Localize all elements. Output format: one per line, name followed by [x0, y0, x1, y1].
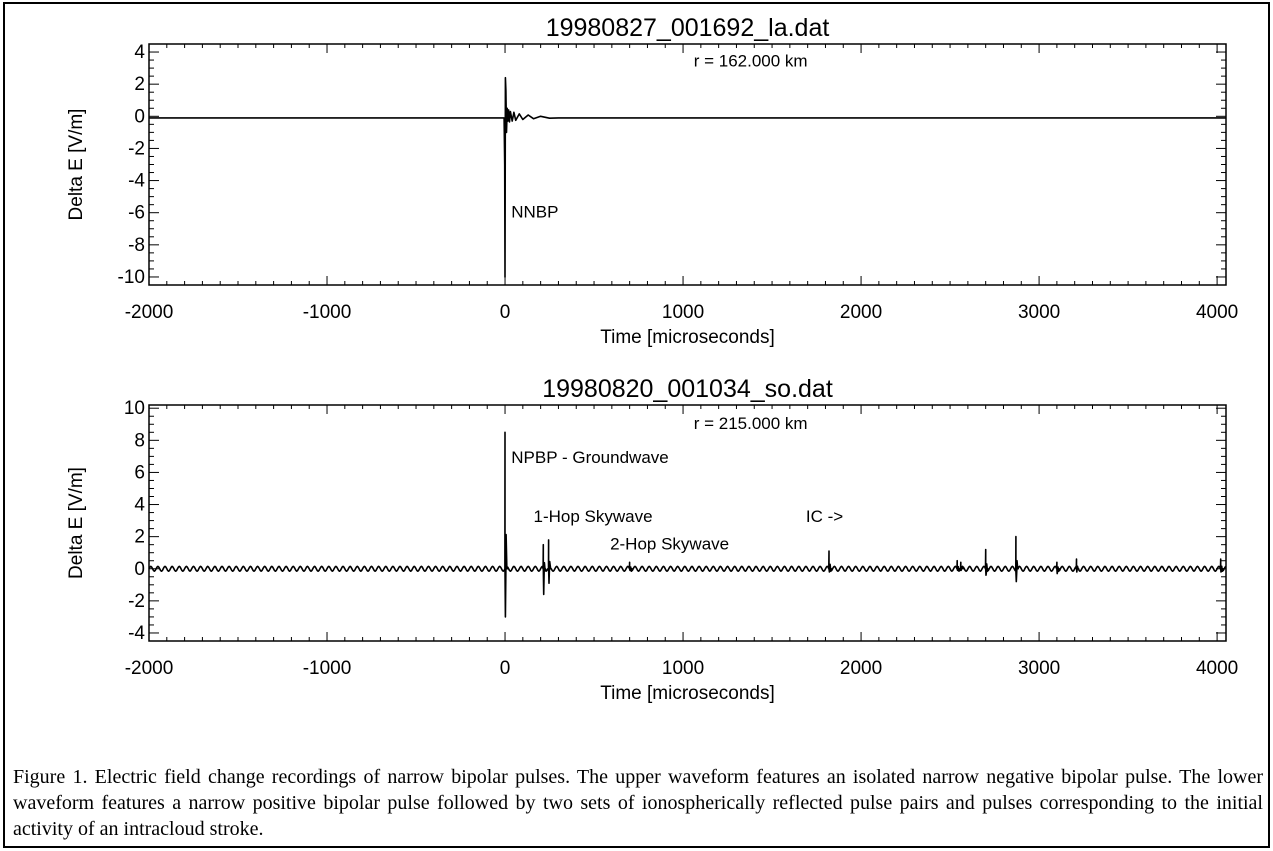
y-tick-label: 6	[134, 462, 145, 483]
plot-frame	[148, 43, 1227, 286]
y-tick-label: -4	[128, 623, 145, 644]
y-tick-label: -4	[128, 171, 145, 192]
x-tick-label: 0	[500, 658, 511, 679]
y-tick-label: 4	[134, 42, 145, 63]
annotation-label: 1-Hop Skywave	[534, 507, 653, 526]
charts-canvas: 19980827_001692_la.dat-2000 -1000 0 1000 200…	[66, 14, 1238, 704]
waveform-line	[149, 76, 1226, 278]
chart-title: 19980820_001034_so.dat	[542, 375, 833, 403]
x-tick-label: 3000	[1018, 302, 1060, 323]
annotation-label: NNBP	[511, 203, 558, 222]
x-axis-label: Time [microseconds]	[600, 327, 775, 348]
annotation-label: NPBP - Groundwave	[511, 448, 668, 467]
y-tick-label: -2	[128, 138, 145, 159]
chart-2: 19980820_001034_so.dat -2000 -1000 0 1000 200…	[66, 375, 1238, 704]
figure-frame: 19980827_001692_la.dat -2000 -1000 0 1000 200…	[3, 2, 1270, 848]
waveform-line	[148, 431, 1227, 618]
x-tick-label: 0	[500, 302, 511, 323]
y-axis-label: Delta E [V/m]	[66, 109, 87, 221]
x-tick-label: -2000	[125, 658, 174, 679]
annotation-label: IC ->	[806, 507, 843, 526]
x-tick-label: 2000	[840, 658, 882, 679]
x-tick-label: 1000	[662, 658, 704, 679]
x-tick-label: 4000	[1196, 302, 1238, 323]
y-tick-label: 0	[134, 559, 145, 580]
y-tick-label: -2	[128, 591, 145, 612]
y-tick-label: -6	[128, 203, 145, 224]
y-tick-label: 10	[124, 398, 145, 419]
y-tick-label: 0	[134, 106, 145, 127]
chart-title: 19980827_001692_la.dat	[546, 14, 830, 42]
y-tick-label: 2	[134, 527, 145, 548]
annotation-label: r = 162.000 km	[694, 51, 808, 70]
plot-frame	[148, 404, 1227, 642]
x-tick-label: -2000	[125, 302, 174, 323]
y-tick-label: 2	[134, 74, 145, 95]
x-tick-label: 2000	[840, 302, 882, 323]
chart-1: 19980827_001692_la.dat -2000 -1000 0 1000 200…	[66, 14, 1238, 348]
annotation-label: 2-Hop Skywave	[610, 534, 729, 553]
y-tick-label: -10	[118, 267, 145, 288]
y-tick-label: 8	[134, 430, 145, 451]
x-tick-label: -1000	[303, 658, 352, 679]
figure-caption: Figure 1. Electric field change recordin…	[13, 766, 1263, 840]
x-axis-label: Time [microseconds]	[600, 683, 775, 704]
x-tick-label: 3000	[1018, 658, 1060, 679]
y-tick-label: 4	[134, 495, 145, 516]
x-tick-label: 4000	[1196, 658, 1238, 679]
y-tick-label: -8	[128, 235, 145, 256]
x-tick-label: -1000	[303, 302, 352, 323]
x-tick-label: 1000	[662, 302, 704, 323]
y-axis-label: Delta E [V/m]	[66, 467, 87, 579]
annotation-label: r = 215.000 km	[694, 414, 808, 433]
